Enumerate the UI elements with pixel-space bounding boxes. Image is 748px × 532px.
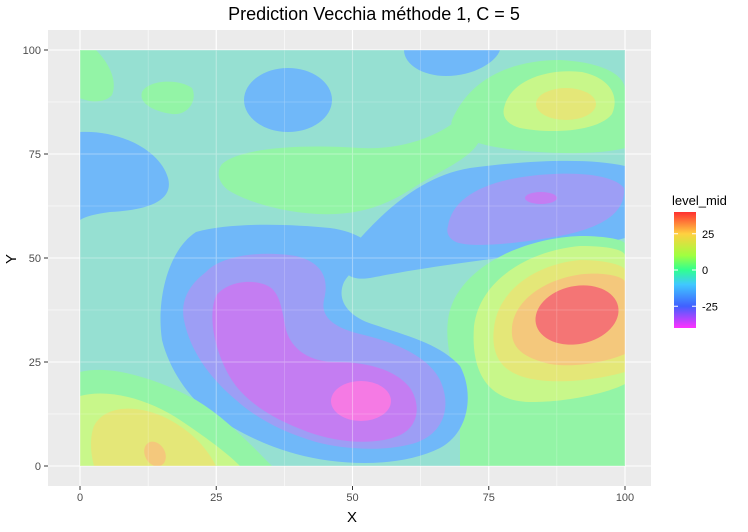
- contour-violet-right: [525, 192, 557, 204]
- y-axis-title: Y: [3, 254, 20, 264]
- y-tick-label: 0: [35, 461, 41, 473]
- contour-magenta-spot: [331, 381, 391, 421]
- contour-yellow-top-right: [536, 88, 596, 120]
- y-tick-label: 75: [29, 149, 41, 161]
- legend-tick-label: 0: [702, 265, 708, 277]
- legend: level_mid 25 0 -25: [672, 193, 727, 328]
- y-tick-label: 50: [29, 253, 41, 265]
- x-tick-label: 50: [346, 492, 358, 504]
- contour-blue-top-center: [244, 68, 332, 132]
- x-axis: 0 25 50 75 100: [77, 486, 634, 504]
- x-tick-label: 100: [616, 492, 634, 504]
- y-tick-label: 100: [23, 45, 41, 57]
- legend-tick-label: 25: [702, 229, 714, 241]
- legend-title: level_mid: [672, 193, 727, 208]
- x-axis-title: X: [347, 509, 357, 526]
- x-tick-label: 25: [210, 492, 222, 504]
- legend-tick-label: -25: [702, 301, 718, 313]
- x-tick-label: 75: [483, 492, 495, 504]
- y-tick-label: 25: [29, 357, 41, 369]
- x-tick-label: 0: [77, 492, 83, 504]
- y-axis: 0 25 50 75 100: [23, 45, 48, 473]
